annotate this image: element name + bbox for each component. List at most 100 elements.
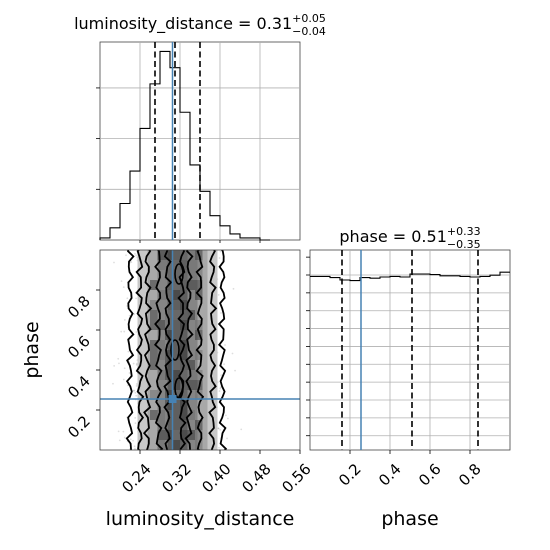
- marginal-phase-xtick-label: 0.4: [375, 460, 405, 490]
- density-contour: [135, 250, 145, 450]
- marginal-phase-xtick-label: 0.8: [455, 460, 485, 490]
- marginal-phase-xtick-label: 0.2: [335, 460, 365, 490]
- scatter-point: [126, 384, 129, 387]
- 2d-frame: [99, 249, 301, 451]
- scatter-point: [219, 386, 222, 389]
- x-tick-label: 0.24: [118, 460, 154, 496]
- density-block: [187, 380, 195, 390]
- scatter-point: [122, 286, 125, 289]
- scatter-point: [219, 428, 222, 431]
- density-block: [195, 320, 203, 330]
- phase-marginal-panel: 0.2 0.4 0.6 0.8 phase = 0.51+0.33 −0.35 phas…: [306, 225, 511, 530]
- density-block: [157, 350, 165, 360]
- density-block: [195, 280, 203, 290]
- density-block: [172, 290, 180, 300]
- density-block: [172, 430, 180, 440]
- density-contour: [153, 250, 164, 450]
- density-block: [195, 380, 203, 390]
- density-block: [195, 390, 203, 400]
- scatter-point: [240, 428, 243, 431]
- scatter-point: [135, 254, 138, 257]
- density-block: [157, 250, 165, 260]
- density-block: [195, 350, 203, 360]
- x-axis-label-luminosity-distance: luminosity_distance: [106, 508, 295, 530]
- density-block: [172, 360, 180, 370]
- scatter-point: [134, 416, 137, 419]
- density-block: [157, 290, 165, 300]
- scatter-point: [219, 387, 222, 390]
- density-block: [150, 310, 158, 320]
- density-block: [195, 370, 203, 380]
- scatter-point: [134, 252, 136, 255]
- marginal-phase-title-equals: =: [388, 227, 412, 246]
- density-contour: [208, 250, 218, 450]
- scatter-point: [134, 422, 137, 425]
- scatter-point: [133, 389, 136, 392]
- density-block: [150, 410, 158, 420]
- scatter-point: [135, 362, 138, 365]
- density-block: [157, 410, 165, 420]
- density-block: [195, 430, 203, 440]
- scatter-point: [128, 314, 131, 317]
- scatter-point: [123, 330, 126, 333]
- scatter-point: [234, 369, 236, 372]
- x-tick-label: 0.48: [238, 460, 274, 496]
- density-block: [150, 340, 158, 350]
- marginal-phase-title: phase = 0.51+0.33 −0.35: [339, 225, 480, 251]
- y-tick-label: 0.4: [64, 372, 94, 402]
- scatter-point: [226, 417, 229, 420]
- truth-marker: [168, 395, 177, 403]
- y-tick-label: 0.8: [64, 292, 94, 322]
- scatter-point: [232, 287, 235, 290]
- density-block: [165, 330, 173, 340]
- scatter-point: [217, 294, 220, 296]
- scatter-point: [126, 297, 129, 300]
- marginal-ld-title-equals: =: [233, 14, 257, 33]
- marginal-ld-title-param: luminosity_distance: [74, 14, 233, 34]
- density-block: [187, 430, 195, 440]
- scatter-point: [134, 391, 137, 394]
- density-block: [157, 370, 165, 380]
- scatter-point: [122, 378, 125, 381]
- scatter-point: [134, 447, 136, 450]
- scatter-point: [123, 436, 126, 439]
- density-block: [150, 280, 158, 290]
- y-axis-label-phase: phase: [21, 321, 43, 378]
- density-contour: [177, 250, 187, 450]
- scatter-point: [127, 350, 130, 353]
- density-block: [172, 370, 180, 380]
- density-contour-island: [174, 377, 184, 399]
- marginal-ld-title-value: 0.31: [257, 14, 293, 33]
- marginal-ld-title: luminosity_distance = 0.31+0.05 −0.04: [74, 12, 326, 38]
- density-block: [165, 310, 173, 320]
- marginal-ld-title-plus: +0.05: [292, 12, 326, 25]
- scatter-point: [226, 437, 228, 440]
- density-block: [180, 390, 188, 400]
- x-tick-label: 0.56: [278, 460, 314, 496]
- density-block: [157, 320, 165, 330]
- marginal-ld-histogram: [99, 50, 270, 241]
- density-block: [187, 280, 195, 290]
- marginal-phase-histogram: [310, 271, 510, 282]
- scatter-point: [125, 254, 127, 257]
- density-block: [187, 410, 195, 420]
- marginal-phase-title-minus: −0.35: [447, 238, 481, 251]
- density-block: [172, 280, 180, 290]
- scatter-point: [135, 331, 138, 333]
- density-block: [180, 410, 188, 420]
- density-block: [157, 340, 165, 350]
- phase-vs-ld-2d-panel: 0.24 0.32 0.40 0.48 0.56 0.2 0.4 0.6 0.8 luminos…: [21, 249, 315, 530]
- scatter-point: [135, 383, 138, 385]
- scatter-point: [123, 319, 126, 321]
- density-contour: [142, 250, 153, 450]
- scatter-point: [135, 394, 138, 397]
- density-block: [180, 370, 188, 380]
- scatter-point: [218, 390, 221, 392]
- scatter-point: [133, 445, 136, 448]
- density-block: [165, 400, 173, 410]
- x-tick-label: 0.32: [158, 460, 194, 496]
- density-contour-island: [174, 263, 184, 285]
- scatter-point: [132, 439, 134, 442]
- density-contour: [125, 250, 135, 450]
